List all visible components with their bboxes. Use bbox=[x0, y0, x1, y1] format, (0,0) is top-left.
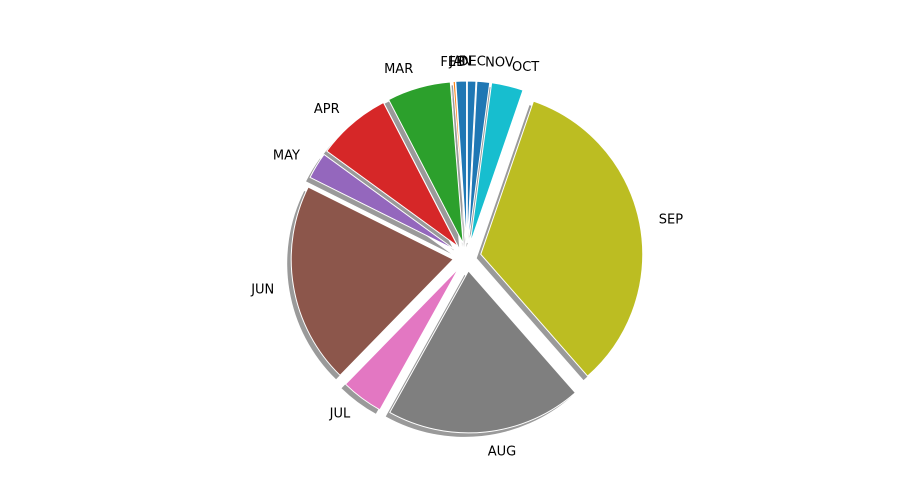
slice-label-may: MAY bbox=[273, 149, 300, 164]
pie-slice-jan bbox=[455, 80, 468, 244]
pie-slice-sep bbox=[480, 100, 644, 377]
pie-slice-nov bbox=[467, 80, 491, 244]
slice-label-dec: DEC bbox=[459, 55, 486, 70]
pie-slice-mar bbox=[387, 81, 464, 244]
pie-slice-jul bbox=[344, 267, 460, 411]
pie-slice-aug bbox=[389, 270, 576, 434]
pie-slice-feb bbox=[452, 80, 467, 244]
slice-label-jun: JUN bbox=[250, 283, 274, 298]
pie-slice-may bbox=[309, 153, 456, 251]
slice-label-mar: MAR bbox=[384, 62, 413, 77]
slice-label-oct: OCT bbox=[512, 60, 539, 75]
slice-label-aug: AUG bbox=[488, 444, 516, 459]
slice-label-sep: SEP bbox=[659, 212, 683, 227]
pie-slice-oct bbox=[469, 82, 524, 244]
slice-label-jan: JAN bbox=[448, 55, 471, 70]
slice-layer bbox=[290, 80, 644, 434]
slice-label-feb: FEB bbox=[440, 55, 465, 70]
slice-label-apr: APR bbox=[314, 102, 340, 117]
slice-label-nov: NOV bbox=[485, 55, 514, 70]
pie-slice-dec bbox=[466, 80, 477, 244]
pie-slice-apr bbox=[326, 101, 459, 247]
pie-slice-jun bbox=[290, 186, 455, 377]
slice-label-jul: JUL bbox=[329, 407, 351, 422]
